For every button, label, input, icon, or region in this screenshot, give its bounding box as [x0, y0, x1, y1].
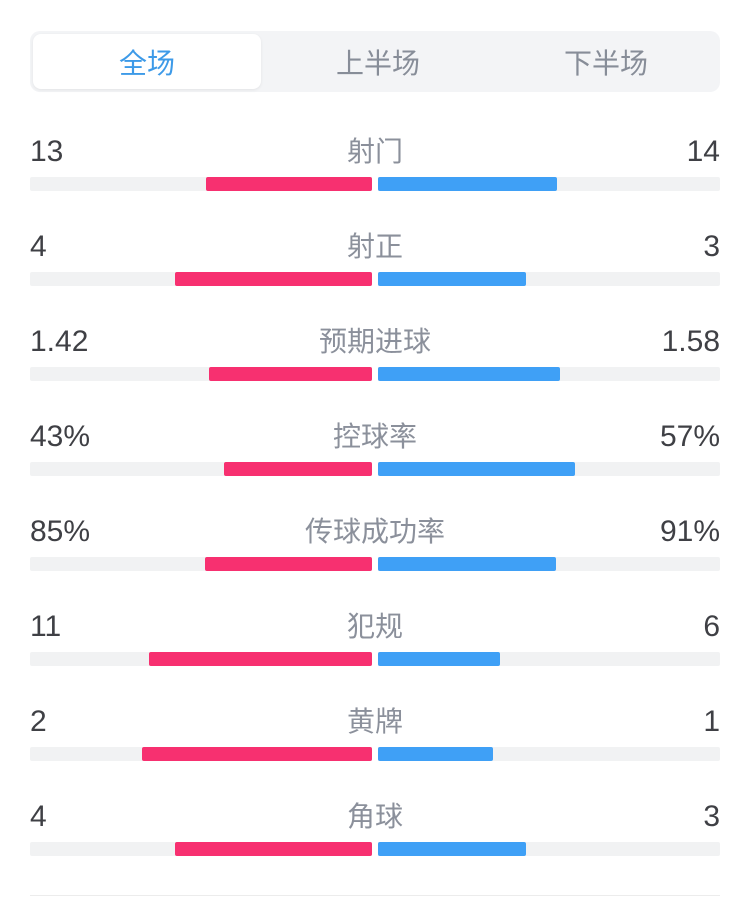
away-bar [378, 462, 575, 476]
away-bar [378, 842, 526, 856]
stat-label: 预期进球 [318, 326, 431, 357]
home-value: 1.42 [30, 325, 89, 358]
period-tabbar: 全场 上半场 下半场 [30, 31, 720, 92]
stat-row-expected-goals: 1.42 预期进球 1.58 [30, 320, 720, 415]
stat-bar-gap [372, 177, 378, 191]
stat-bar [30, 842, 720, 856]
stat-bar [30, 462, 720, 476]
stat-row-fouls: 11 犯规 6 [30, 605, 720, 700]
away-value: 57% [659, 420, 720, 453]
stat-bar-gap [372, 367, 378, 381]
home-bar [148, 652, 372, 666]
away-value: 6 [703, 610, 720, 643]
home-value: 4 [30, 800, 47, 833]
stat-label: 控球率 [332, 421, 417, 452]
stat-bar-gap [372, 747, 378, 761]
away-bar [378, 557, 557, 571]
stat-label: 传球成功率 [304, 516, 445, 547]
home-bar [208, 367, 372, 381]
home-bar [205, 177, 372, 191]
away-bar [378, 652, 500, 666]
stat-label: 黄牌 [346, 706, 403, 737]
home-value: 85% [30, 515, 91, 548]
stat-label: 射正 [346, 231, 403, 262]
away-value: 3 [703, 230, 720, 263]
home-bar [223, 462, 372, 476]
away-value: 1 [703, 705, 720, 738]
stat-row-corners: 4 角球 3 [30, 795, 720, 890]
stat-row-pass-accuracy: 85% 传球成功率 91% [30, 510, 720, 605]
stat-label: 角球 [346, 801, 403, 832]
tab-full-match[interactable]: 全场 [33, 34, 261, 89]
home-value: 4 [30, 230, 47, 263]
stat-bar [30, 272, 720, 286]
stat-bar-gap [372, 272, 378, 286]
away-value: 91% [659, 515, 720, 548]
stat-label: 射门 [346, 136, 403, 167]
stat-row-shots-on-target: 4 射正 3 [30, 225, 720, 320]
stat-bar-gap [372, 652, 378, 666]
away-bar [378, 272, 526, 286]
stat-row-possession: 43% 控球率 57% [30, 415, 720, 510]
home-bar [142, 747, 372, 761]
home-bar [174, 272, 372, 286]
away-bar [378, 367, 560, 381]
home-value: 2 [30, 705, 47, 738]
stat-bar-gap [372, 557, 378, 571]
stat-bar [30, 177, 720, 191]
away-value: 3 [703, 800, 720, 833]
tab-second-half[interactable]: 下半场 [563, 47, 648, 79]
away-bar [378, 177, 557, 191]
stat-row-shots: 13 射门 14 [30, 130, 720, 225]
home-value: 43% [30, 420, 91, 453]
home-bar [205, 557, 372, 571]
away-value: 1.58 [661, 325, 720, 358]
match-stats-list: 13 射门 14 4 射正 3 1.42 预期进球 1.58 [30, 130, 720, 890]
away-value: 14 [686, 135, 720, 168]
stat-row-yellow-cards: 2 黄牌 1 [30, 700, 720, 795]
stat-bar [30, 747, 720, 761]
tab-first-half[interactable]: 上半场 [335, 47, 420, 79]
stat-bar [30, 367, 720, 381]
stat-bar-gap [372, 842, 378, 856]
home-value: 13 [30, 135, 64, 168]
bottom-divider [30, 895, 720, 896]
away-bar [378, 747, 493, 761]
stat-label: 犯规 [346, 611, 403, 642]
home-value: 11 [30, 610, 62, 643]
stat-bar [30, 557, 720, 571]
stat-bar [30, 652, 720, 666]
stat-bar-gap [372, 462, 378, 476]
home-bar [174, 842, 372, 856]
